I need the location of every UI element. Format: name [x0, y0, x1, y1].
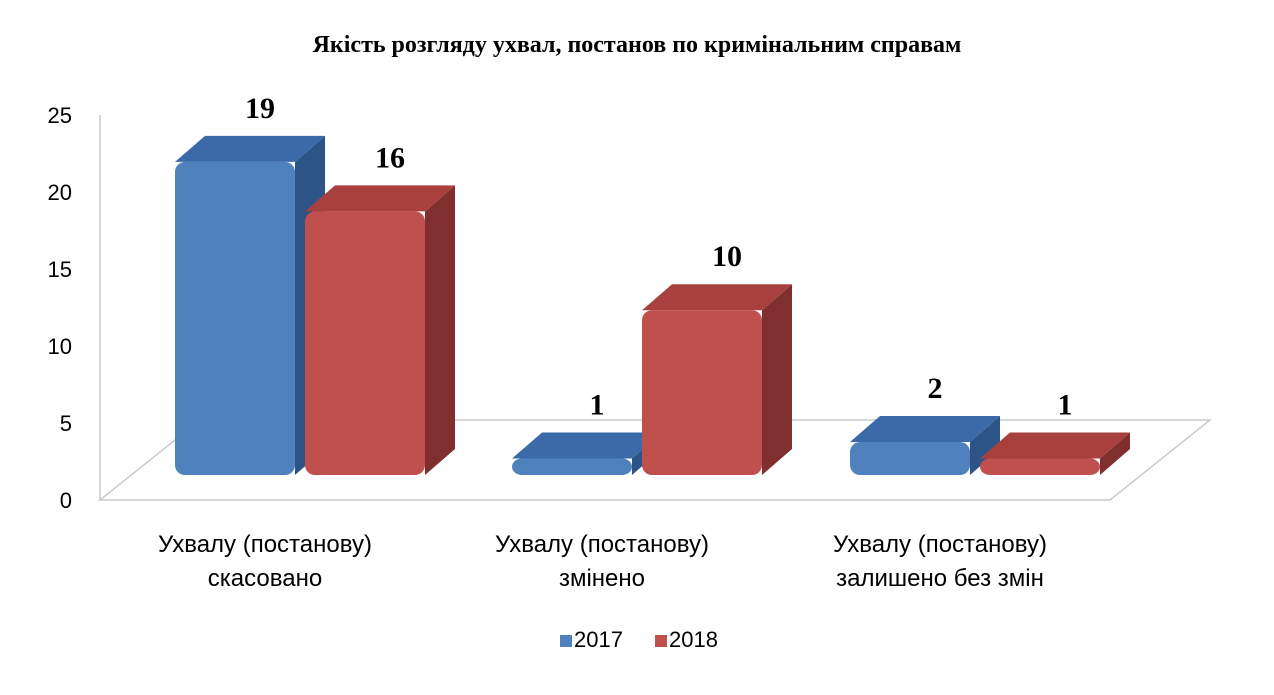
x-category-label: Ухвалу (постанову) [495, 531, 709, 558]
bar-top [850, 416, 1000, 443]
bar-top [305, 185, 455, 212]
data-label: 16 [375, 141, 405, 174]
x-category-label: Ухвалу (постанову) [158, 531, 372, 558]
legend-label: 2018 [669, 627, 718, 652]
y-tick-label: 5 [60, 411, 72, 436]
bar-front [512, 458, 632, 475]
bar-front [175, 161, 295, 475]
bar-2017-0 [175, 135, 325, 475]
data-label: 19 [245, 92, 275, 125]
bar-top [980, 432, 1130, 459]
bar-top [642, 284, 792, 311]
legend-swatch [560, 635, 572, 647]
bar-side [1100, 432, 1130, 475]
legend-item-2017[interactable]: 2017 [560, 627, 623, 652]
bar-side [762, 284, 792, 475]
bar-front [850, 442, 970, 475]
y-tick-label: 10 [48, 334, 72, 359]
bar-2017-2 [850, 416, 1000, 475]
bar-front [305, 211, 425, 476]
y-tick-label: 25 [48, 103, 72, 128]
bar-side [425, 185, 455, 476]
bar-top [175, 135, 325, 162]
chart-title: Якість розгляду ухвал, постанов по кримі… [313, 32, 962, 58]
legend-item-2018[interactable]: 2018 [655, 627, 718, 652]
bar-front [642, 310, 762, 475]
x-category-label: скасовано [208, 565, 322, 592]
x-category-label: Ухвалу (постанову) [833, 531, 1047, 558]
data-label: 2 [928, 372, 943, 405]
bars [175, 135, 1130, 476]
data-label: 1 [590, 389, 605, 422]
x-axis-categories: Ухвалу (постанову) скасовано Ухвалу (поста… [158, 531, 1047, 592]
bar-top [512, 432, 662, 459]
bar-front [980, 458, 1100, 475]
y-tick-label: 15 [48, 257, 72, 282]
data-label: 1 [1058, 389, 1073, 422]
bar-2018-0 [305, 185, 455, 476]
y-tick-label: 20 [48, 180, 72, 205]
data-label: 10 [712, 240, 742, 273]
bar-2018-2 [980, 432, 1130, 475]
x-category-label: змінено [559, 565, 645, 592]
y-tick-label: 0 [60, 488, 72, 513]
legend[interactable]: 2017 2018 [560, 627, 718, 652]
legend-label: 2017 [574, 627, 623, 652]
data-labels: 19 16 1 10 2 1 [245, 92, 1073, 422]
legend-swatch [655, 635, 667, 647]
bar-2018-1 [642, 284, 792, 475]
bar-side [970, 416, 1000, 475]
y-axis: 0 5 10 15 20 25 [48, 103, 72, 513]
x-category-label: залишено без змін [836, 565, 1044, 592]
